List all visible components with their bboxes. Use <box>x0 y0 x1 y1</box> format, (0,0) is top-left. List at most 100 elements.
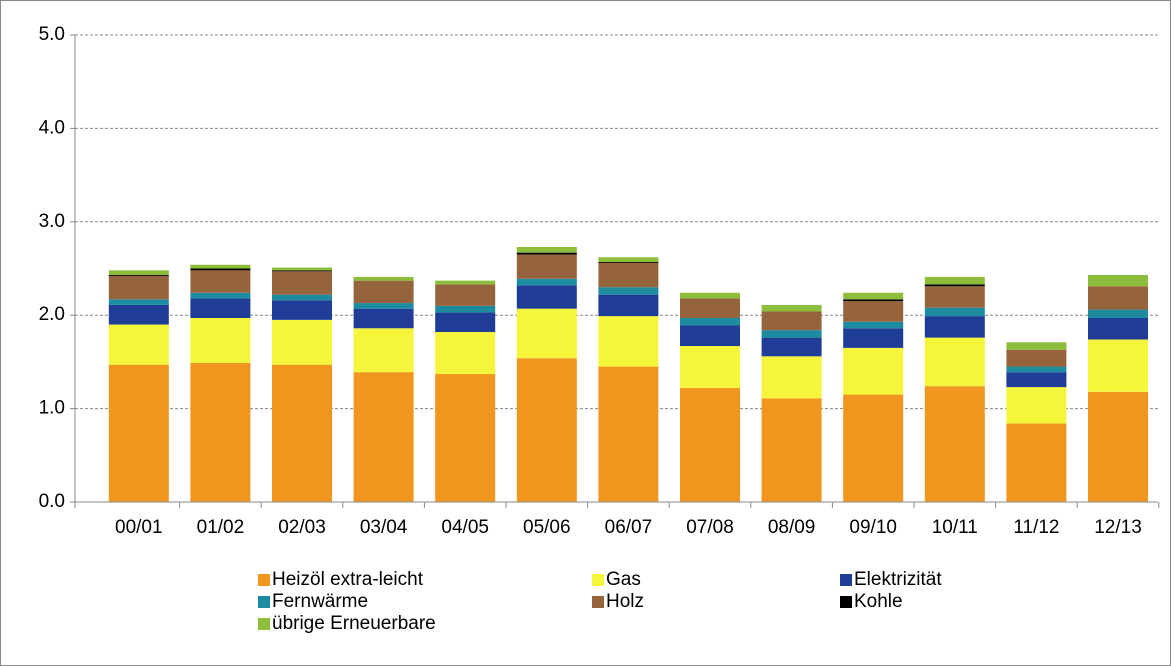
bar-segment <box>924 386 985 502</box>
legend-label: Holz <box>606 591 644 612</box>
bar-segment <box>1088 309 1148 319</box>
bar-segment <box>353 276 414 281</box>
bar-segment <box>108 324 169 365</box>
bar-segment <box>516 285 577 309</box>
x-tick-label: 04/05 <box>441 517 489 538</box>
bar-segment <box>924 307 985 317</box>
bar-segment <box>435 280 496 285</box>
legend-label: Gas <box>606 569 641 590</box>
x-tick-label: 12/13 <box>1094 517 1142 538</box>
bar-segment <box>924 276 985 285</box>
bar-segment <box>761 356 822 399</box>
bar-segment <box>598 366 659 502</box>
bar-segment <box>108 270 169 276</box>
bar-segment <box>190 264 251 269</box>
x-tick-label: 10/11 <box>932 517 978 538</box>
bar-segment <box>680 318 740 326</box>
bar-segment <box>598 294 659 317</box>
bar-segment <box>516 252 577 255</box>
legend-label: Heizöl extra-leicht <box>272 569 424 590</box>
bar-segment <box>843 301 904 322</box>
x-tick-label: 08/09 <box>768 517 816 538</box>
bar-segment <box>680 325 740 347</box>
bar-segment <box>843 328 904 348</box>
bar-segment <box>353 328 414 373</box>
bar-segment <box>1006 349 1067 367</box>
bar-segment <box>516 247 577 253</box>
legend-swatch <box>258 618 270 630</box>
x-tick-label: 00/01 <box>115 517 163 538</box>
bar-segment <box>761 311 822 331</box>
bar-segment <box>843 321 904 329</box>
bar-segment <box>598 316 659 367</box>
legend-label: Fernwärme <box>272 591 368 612</box>
legend-swatch <box>840 574 852 586</box>
bar-segment <box>272 300 332 320</box>
bar-segment <box>272 267 332 271</box>
bar-segment <box>190 270 251 293</box>
bar-segment <box>843 347 904 395</box>
bar-segment <box>516 254 577 279</box>
bar-segment <box>843 394 904 502</box>
bar-segment <box>108 304 169 325</box>
bar-segment <box>108 275 169 276</box>
bar-segment <box>924 337 985 387</box>
bar-segment <box>190 292 251 299</box>
x-tick-label: 07/08 <box>686 517 734 538</box>
legend-swatch <box>258 596 270 608</box>
bar-segment <box>108 275 169 300</box>
bar-segment <box>1006 387 1067 424</box>
bar-segment <box>272 271 332 295</box>
bar-segment <box>353 372 414 502</box>
bar-segment <box>1088 318 1148 340</box>
y-tick-label: 0.0 <box>39 491 65 512</box>
bar-segment <box>680 346 740 389</box>
bar-segment <box>1088 275 1148 287</box>
bar-segment <box>108 364 169 502</box>
bar-segment <box>598 257 659 262</box>
bar-segment <box>843 292 904 300</box>
bar-segment <box>516 308 577 359</box>
bar-segment <box>190 268 251 271</box>
bar-segment <box>272 270 332 272</box>
legend-swatch <box>840 596 852 608</box>
x-tick-label: 01/02 <box>197 517 245 538</box>
bar-segment <box>108 299 169 305</box>
y-tick-label: 2.0 <box>39 304 65 325</box>
legend-label: Kohle <box>854 591 903 612</box>
legend-swatch <box>592 596 604 608</box>
bar-segment <box>1006 372 1067 388</box>
y-tick-label: 3.0 <box>39 211 65 232</box>
bar-segment <box>598 262 659 288</box>
x-tick-label: 09/10 <box>849 517 897 538</box>
y-tick-label: 4.0 <box>39 117 65 138</box>
bar-segment <box>1006 423 1067 502</box>
bar-segment <box>435 305 496 313</box>
x-tick-label: 05/06 <box>523 517 571 538</box>
bar-segment <box>435 284 496 306</box>
x-tick-label: 02/03 <box>278 517 326 538</box>
bar-segment <box>516 278 577 286</box>
bar-segment <box>924 316 985 338</box>
legend-label: Elektrizität <box>854 569 942 590</box>
bar-segment <box>190 362 251 502</box>
bar-segment <box>435 312 496 333</box>
bar-segment <box>924 286 985 308</box>
bar-segment <box>190 298 251 319</box>
legend-swatch <box>258 574 270 586</box>
bar-segment <box>761 330 822 338</box>
x-tick-label: 06/07 <box>605 517 653 538</box>
y-tick-label: 1.0 <box>39 398 65 419</box>
bar-segment <box>1088 339 1148 392</box>
bar-segment <box>190 318 251 363</box>
bar-segment <box>680 292 740 299</box>
bar-segment <box>1088 391 1148 502</box>
bar-segment <box>924 284 985 287</box>
bar-segment <box>1006 342 1067 350</box>
bar-segment <box>680 388 740 502</box>
bar-segment <box>761 398 822 502</box>
bar-segment <box>761 337 822 357</box>
bar-segment <box>598 287 659 295</box>
